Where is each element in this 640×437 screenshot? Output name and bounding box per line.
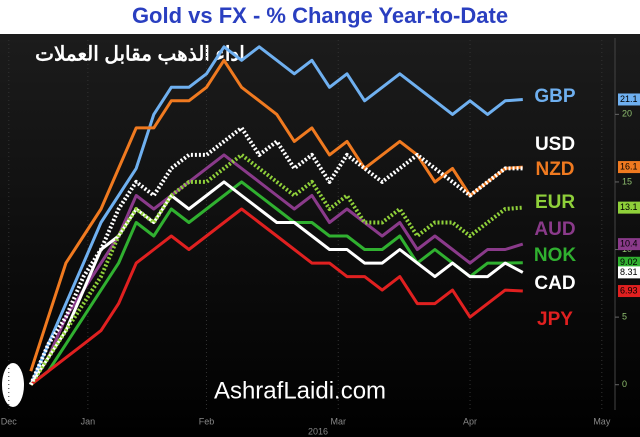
decoration — [2, 363, 24, 407]
series-line — [29, 180, 524, 386]
value-label-box — [618, 266, 640, 279]
value-label-box — [618, 256, 640, 269]
value-label: 10.4 — [620, 239, 638, 249]
x-tick-label: Dec — [1, 416, 18, 426]
y-tick-label: 0 — [622, 379, 627, 389]
legend-label: NZD — [535, 159, 574, 180]
plot-background — [0, 34, 640, 437]
x-tick-label: Feb — [199, 416, 215, 426]
x-tick-label: Apr — [463, 416, 477, 426]
value-label: 16.1 — [620, 161, 638, 171]
y-tick-label: 20 — [622, 109, 632, 119]
value-label-box — [618, 238, 640, 251]
value-label-box — [618, 93, 640, 106]
legend-label: GBP — [534, 86, 576, 107]
chart-title: Gold vs FX - % Change Year-to-Date — [132, 3, 508, 28]
series-line — [29, 180, 523, 386]
series-line — [29, 207, 523, 386]
x-tick-label: Jan — [81, 416, 96, 426]
y-tick-label: 5 — [622, 312, 627, 322]
value-label: 6.93 — [620, 285, 638, 295]
legend-label: NOK — [534, 245, 577, 266]
value-label-box — [618, 285, 640, 298]
x-tick-label: May — [593, 416, 611, 426]
series-line — [29, 153, 524, 386]
legend-label: EUR — [535, 192, 575, 213]
value-label: 8.31 — [620, 267, 638, 277]
title-band — [0, 0, 640, 34]
value-label-box — [618, 161, 640, 174]
value-label: 13.1 — [620, 202, 638, 212]
series-line — [29, 45, 523, 386]
watermark: AshrafLaidi.com — [214, 377, 386, 404]
x-sublabel: 2016 — [308, 426, 328, 436]
value-label: 21.1 — [620, 94, 638, 104]
value-label: 9.02 — [620, 257, 638, 267]
legend-label: USD — [535, 134, 575, 155]
legend-label: CAD — [534, 273, 575, 294]
series-line — [29, 58, 523, 372]
legend-label: AUD — [534, 219, 575, 240]
y-tick-label: 15 — [622, 176, 632, 186]
value-label-box — [618, 201, 640, 214]
series-line — [29, 152, 523, 386]
legend-label: JPY — [537, 309, 573, 330]
x-tick-label: Mar — [331, 416, 347, 426]
